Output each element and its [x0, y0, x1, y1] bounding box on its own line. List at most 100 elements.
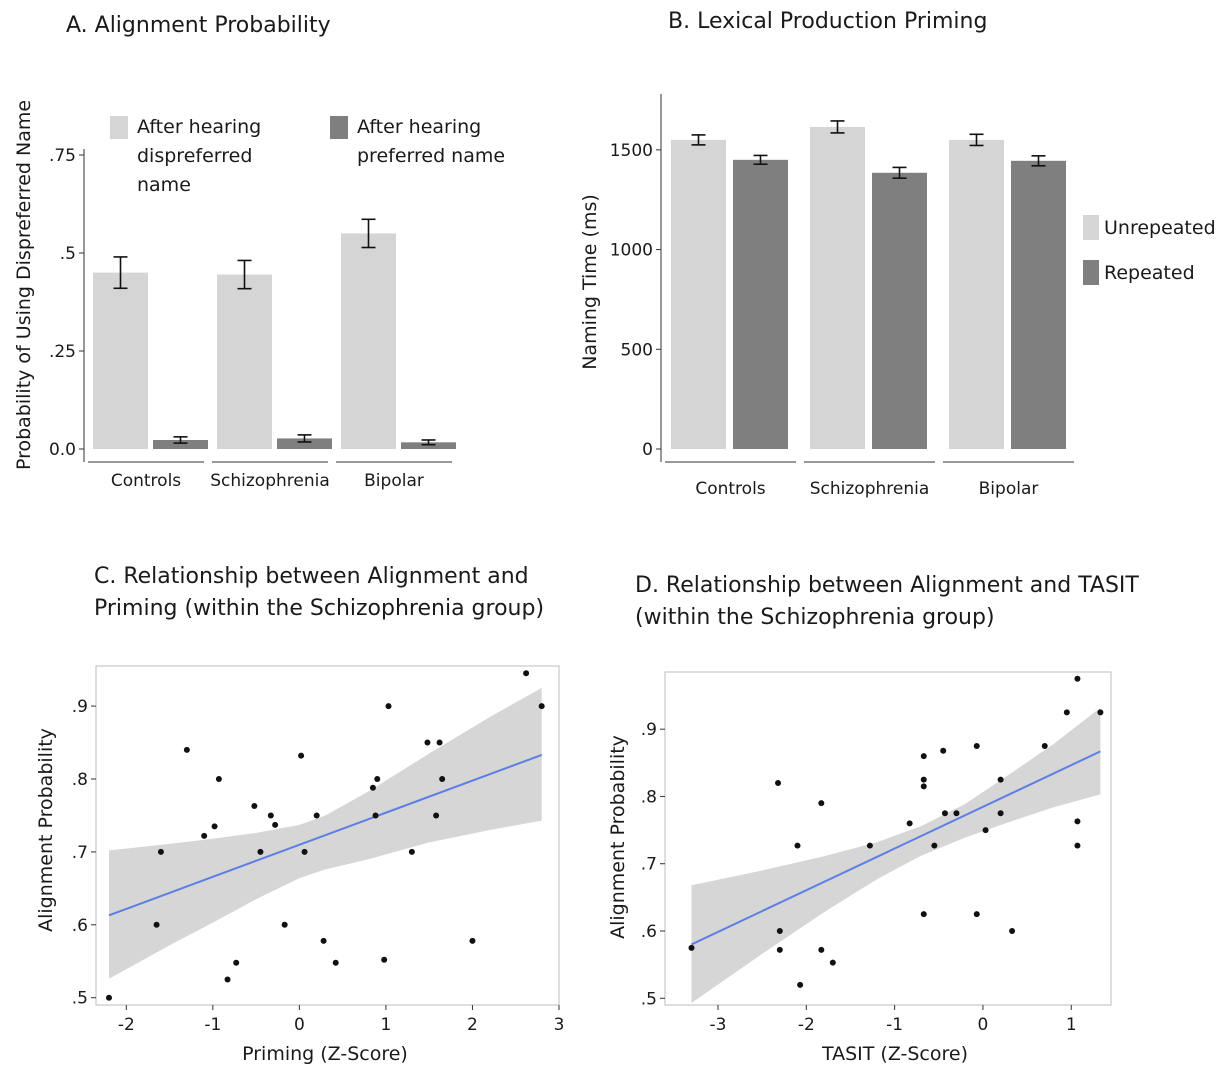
panel-c-data-point — [201, 832, 208, 839]
panel-a-error-bar — [297, 434, 312, 443]
panel-d-regression-line — [691, 750, 1101, 946]
panel-c-data-point — [257, 848, 264, 855]
panel-d-x-tick-label: 1 — [1066, 1015, 1077, 1035]
panel-c-y-tick-label: .5 — [72, 989, 88, 1009]
panel-d-data-point — [941, 810, 948, 817]
panel-d-data-point — [953, 810, 960, 817]
panel-d-data-point — [776, 946, 783, 953]
panel-d-data-point — [794, 842, 801, 849]
panel-c-scatter-plot: C. Relationship between Alignment and Pr… — [35, 564, 564, 1065]
panel-b-y-tick-label: 0 — [642, 440, 653, 460]
panel-c-data-point — [433, 812, 440, 819]
panel-d-data-point — [688, 944, 695, 951]
panel-c-y-tick-label: .8 — [72, 770, 88, 790]
panel-c-data-point — [374, 776, 381, 782]
panel-d-data-point — [1063, 709, 1070, 716]
panel-a-legend-label: After hearing — [137, 116, 261, 138]
panel-a-error-bar — [173, 436, 188, 444]
panel-b-error-bar — [830, 120, 845, 134]
panel-a-category-label: Schizophrenia — [210, 471, 330, 491]
panel-c-plot-border — [95, 665, 560, 1006]
panel-a-y-tick-label: .25 — [49, 342, 76, 362]
panel-d-data-point — [818, 946, 825, 953]
panel-a-legend-label: dispreferred — [137, 145, 252, 167]
panel-c-confidence-band — [109, 687, 542, 979]
panel-b-legend: Unrepeated Repeated — [1083, 215, 1216, 285]
panel-d-data-point — [1074, 842, 1081, 849]
panel-c-data-point — [153, 921, 160, 928]
panel-d-data-point — [931, 842, 938, 849]
panel-d-data-point — [1074, 818, 1081, 825]
panel-c-x-tick-label: 1 — [381, 1015, 392, 1035]
panel-d-x-tick-label: 0 — [978, 1015, 989, 1035]
panel-c-data-point — [301, 848, 308, 855]
panel-a-bars — [93, 218, 456, 449]
panel-c-data-point — [215, 776, 222, 782]
panel-c-data-point — [272, 821, 279, 828]
panel-a-title: A. Alignment Probability — [66, 13, 331, 38]
panel-c-data-point — [424, 739, 431, 746]
panel-d-plot-area: -3 -2 -1 0 1 .5 .6 .7 .8 .9 — [641, 671, 1112, 1035]
panel-a-y-tick-label: .5 — [60, 244, 76, 264]
panel-b-category-label: Controls — [695, 479, 765, 499]
panel-c-data-point — [233, 959, 240, 966]
panel-a-bar — [153, 439, 208, 449]
panel-c-plot-area: -2 -1 0 1 2 3 .5 .6 .7 .8 .9 — [72, 665, 564, 1035]
panel-d-scatter-plot: D. Relationship between Alignment and TA… — [607, 573, 1139, 1065]
panel-c-data-point — [523, 670, 530, 677]
panel-b-error-bar — [969, 133, 984, 147]
panel-b-error-bar — [753, 154, 768, 166]
panel-a-legend-swatch — [330, 116, 348, 139]
panel-d-data-point — [940, 747, 947, 754]
panel-a-y-tick-label: .75 — [49, 146, 76, 166]
panel-a-legend-swatch — [110, 116, 128, 139]
panel-b-bar — [810, 126, 865, 450]
panel-b-y-tick-label: 1000 — [610, 241, 653, 261]
panel-b-bar — [671, 139, 726, 449]
panel-a-bar — [341, 233, 396, 449]
panel-b-legend-label: Unrepeated — [1104, 217, 1216, 239]
panel-d-data-point — [920, 753, 927, 760]
panel-c-data-point — [251, 802, 258, 809]
panel-a-category-label: Bipolar — [364, 471, 424, 491]
panel-c-data-point — [157, 848, 164, 855]
panel-d-data-point — [973, 911, 980, 918]
panel-d-y-tick-label: .7 — [641, 855, 657, 875]
panel-b-legend-swatch — [1083, 260, 1099, 285]
panel-d-data-point — [1074, 675, 1081, 682]
panel-b-title: B. Lexical Production Priming — [668, 9, 987, 34]
panel-c-data-point — [298, 752, 305, 759]
panel-c-data-point — [320, 937, 327, 944]
panel-c-title-line-1: C. Relationship between Alignment and — [94, 564, 529, 589]
panel-c-data-point — [385, 703, 392, 710]
panel-a-error-bar — [113, 256, 128, 290]
panel-d-title-line-2: (within the Schizophrenia group) — [635, 605, 995, 630]
panel-d-data-point — [920, 776, 927, 783]
panel-a-category-label: Controls — [111, 471, 181, 491]
panel-c-data-point — [469, 937, 476, 944]
panel-c-data-point — [281, 921, 288, 928]
panel-d-y-tick-label: .9 — [641, 720, 657, 740]
panel-c-x-tick-label: 0 — [294, 1015, 305, 1035]
panel-d-data-point — [997, 776, 1004, 783]
panel-d-data-point — [775, 780, 782, 786]
panel-c-y-tick-label: .7 — [72, 843, 88, 863]
panel-d-data-point — [997, 810, 1004, 817]
panel-d-x-tick-label: -1 — [886, 1015, 903, 1035]
panel-d-data-point — [866, 842, 873, 849]
panel-b-bar-chart: B. Lexical Production Priming Naming Tim… — [579, 9, 1216, 499]
panel-c-x-tick-label: 2 — [467, 1015, 478, 1035]
panel-b-bar — [1011, 160, 1066, 449]
panel-c-x-tick-label: -2 — [118, 1015, 135, 1035]
panel-b-category-label: Bipolar — [979, 479, 1039, 499]
panel-d-plot-border — [664, 671, 1112, 1006]
panel-a-bar — [401, 442, 456, 449]
panel-d-data-point — [818, 800, 825, 807]
panel-c-data-point — [369, 784, 376, 791]
panel-c-x-axis-label: Priming (Z-Score) — [242, 1043, 408, 1065]
panel-b-error-bar — [1031, 155, 1046, 167]
panel-d-data-point — [776, 928, 783, 934]
panel-b-bar — [872, 172, 927, 449]
panel-c-x-tick-label: -1 — [204, 1015, 221, 1035]
panel-d-data-point — [906, 820, 913, 827]
